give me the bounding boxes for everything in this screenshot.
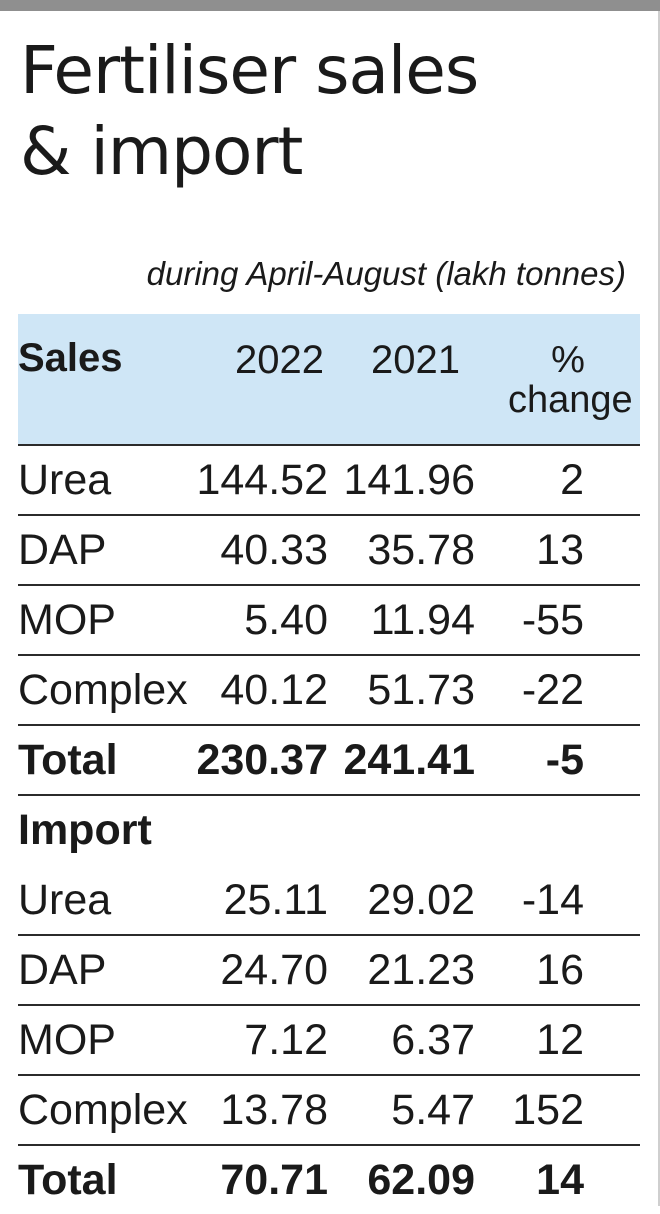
subtitle: during April-August (lakh tonnes) [146, 255, 626, 292]
table-header: Sales 2022 2021 % change [18, 314, 640, 446]
value-2021: 62.09 [367, 1155, 475, 1204]
value-2022: 5.40 [244, 595, 328, 644]
value-2021: 21.23 [367, 945, 475, 994]
value-2022: 70.71 [220, 1155, 328, 1204]
title-line-2: & import [20, 113, 303, 190]
table-row: MOP 5.40 11.94 -55 [18, 586, 640, 656]
import-total-row: Total 70.71 62.09 14 [18, 1146, 640, 1214]
row-label: Complex [18, 665, 188, 714]
row-label: DAP [18, 525, 107, 574]
value-change: 152 [512, 1085, 584, 1134]
table-row: Urea 144.52 141.96 2 [18, 446, 640, 516]
header-pct-change: % change [508, 339, 633, 421]
import-label: Import [18, 806, 152, 854]
value-2022: 230.37 [196, 735, 328, 784]
row-label: Complex [18, 1085, 188, 1134]
header-pct-symbol: % [551, 339, 585, 381]
value-2022: 25.11 [223, 875, 328, 924]
header-pct-word: change [508, 379, 633, 421]
right-divider [658, 11, 660, 1206]
table-row: Complex 40.12 51.73 -22 [18, 656, 640, 726]
value-2022: 7.12 [244, 1015, 328, 1064]
page-title: Fertiliser sales & import [20, 30, 640, 192]
title-line-1: Fertiliser sales [20, 32, 479, 109]
table-row: Urea 25.11 29.02 -14 [18, 866, 640, 936]
table-row: Complex 13.78 5.47 152 [18, 1076, 640, 1146]
import-section-header: Import [18, 796, 640, 866]
value-2021: 6.37 [391, 1015, 475, 1064]
value-2021: 11.94 [370, 595, 475, 644]
value-2021: 5.47 [391, 1085, 475, 1134]
value-change: -14 [521, 875, 584, 924]
value-change: 2 [560, 455, 584, 504]
value-change: -22 [521, 665, 584, 714]
value-2021: 241.41 [343, 735, 475, 784]
row-label: MOP [18, 1015, 116, 1064]
value-2021: 29.02 [367, 875, 475, 924]
header-year-2021: 2021 [371, 338, 460, 382]
value-2022: 40.12 [220, 665, 328, 714]
value-2022: 24.70 [220, 945, 328, 994]
table-row: DAP 40.33 35.78 13 [18, 516, 640, 586]
header-year-2022: 2022 [235, 338, 324, 382]
value-2021: 141.96 [343, 455, 475, 504]
value-2021: 51.73 [367, 665, 475, 714]
row-label: Urea [18, 875, 112, 924]
row-label: Total [18, 1155, 118, 1204]
row-label: MOP [18, 595, 116, 644]
value-change: -5 [545, 735, 584, 784]
table-row: MOP 7.12 6.37 12 [18, 1006, 640, 1076]
value-change: 14 [536, 1155, 584, 1204]
value-change: -55 [521, 595, 584, 644]
top-bar [0, 0, 660, 11]
value-2022: 13.78 [220, 1085, 328, 1134]
sales-total-row: Total 230.37 241.41 -5 [18, 726, 640, 796]
table-row: DAP 24.70 21.23 16 [18, 936, 640, 1006]
row-label: DAP [18, 945, 107, 994]
row-label: Urea [18, 455, 112, 504]
value-change: 12 [536, 1015, 584, 1064]
value-2021: 35.78 [367, 525, 475, 574]
value-2022: 144.52 [196, 455, 328, 504]
value-change: 16 [536, 945, 584, 994]
header-sales-label: Sales [18, 336, 123, 380]
row-label: Total [18, 735, 118, 784]
value-change: 13 [536, 525, 584, 574]
fertiliser-table: Sales 2022 2021 % change Urea 144.52 141… [18, 314, 640, 1214]
value-2022: 40.33 [220, 525, 328, 574]
